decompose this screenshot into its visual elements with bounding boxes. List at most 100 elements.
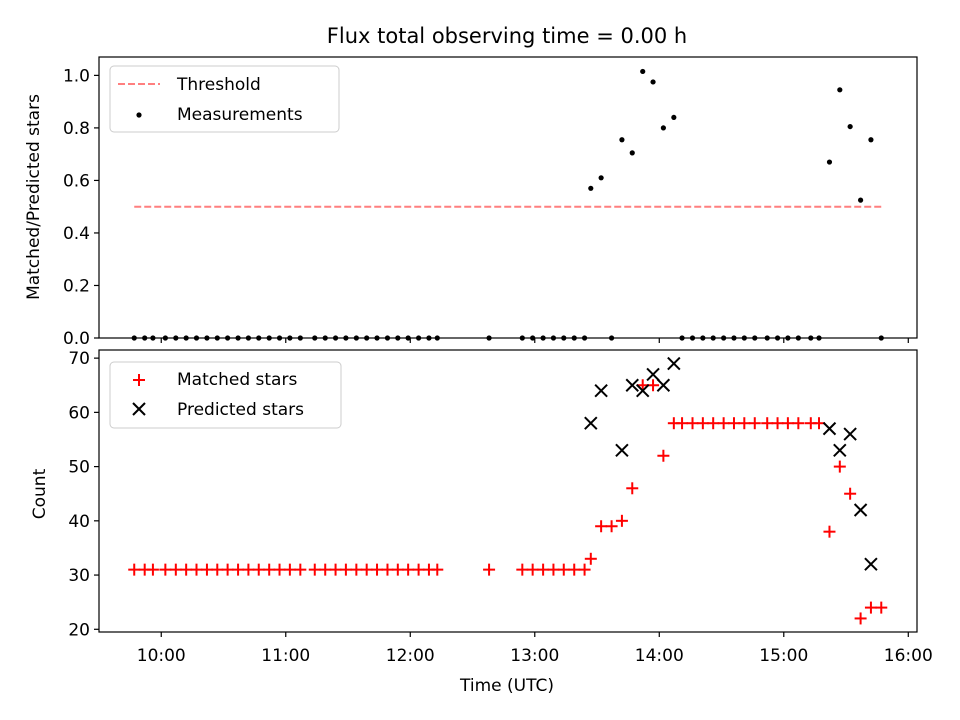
measurement-point <box>857 197 864 203</box>
matched-star-point <box>128 563 141 576</box>
matched-star-point <box>615 514 628 527</box>
matched-star-point <box>578 563 591 576</box>
matched-star-point <box>584 552 597 565</box>
matched-star-point <box>636 379 649 392</box>
matched-star-point <box>537 563 550 576</box>
predicted-star-point <box>625 378 639 392</box>
predicted-legend-marker <box>132 402 146 416</box>
top-panel: 0.0 0.2 0.4 0.6 0.8 1.0 Matched/Predicted sta… <box>24 56 918 349</box>
bottom-x-ticks: 10:00 11:00 12:00 13:00 14:00 15:00 16:00 <box>137 632 933 666</box>
bottom-x-tick-label: 11:00 <box>261 646 310 666</box>
matched-star-point <box>190 563 203 576</box>
bottom-y-ticks: 20 30 40 50 60 70 <box>68 349 99 640</box>
measurements-legend-marker <box>136 112 142 118</box>
measurement-point <box>671 114 677 121</box>
matched-star-point <box>568 563 581 576</box>
measurement-point <box>660 125 666 131</box>
matched-star-point <box>339 563 352 576</box>
predicted-star-point <box>667 356 681 371</box>
measurement-point <box>826 159 833 165</box>
predicted-star-point <box>833 443 847 458</box>
measurement-point <box>837 87 843 93</box>
top-legend-box <box>109 65 340 133</box>
matched-star-point <box>180 563 193 576</box>
bottom-y-axis-label: Count <box>30 468 50 519</box>
top-y-tick-label: 1.0 <box>63 66 90 86</box>
matched-star-point <box>761 417 774 430</box>
measurement-point <box>868 137 874 143</box>
matched-star-point <box>211 563 224 576</box>
matched-star-point <box>738 417 751 430</box>
matched-star-point <box>391 563 404 576</box>
matched-star-point <box>844 487 857 500</box>
predicted-star-point <box>636 383 650 398</box>
matched-star-point <box>547 563 560 576</box>
matched-star-point <box>833 460 846 473</box>
matched-star-point <box>308 563 321 576</box>
matched-star-point <box>823 525 836 538</box>
predicted-legend-label: Predicted stars <box>177 400 304 420</box>
matched-star-point <box>864 601 877 614</box>
bottom-x-axis-label: Time (UTC) <box>459 676 554 696</box>
matched-star-point <box>329 563 342 576</box>
matched-legend-label: Matched stars <box>177 370 297 390</box>
bottom-y-tick-label: 50 <box>68 458 90 478</box>
matched-star-point <box>350 563 363 576</box>
matched-star-point <box>146 563 159 576</box>
matched-star-point <box>717 417 730 430</box>
matched-star-point <box>483 563 496 576</box>
matched-star-point <box>402 563 415 576</box>
top-y-axis-label: Matched/Predicted stars <box>24 94 44 300</box>
bottom-legend: Matched stars Predicted stars <box>109 361 342 429</box>
threshold-legend-label: Threshold <box>176 75 261 95</box>
matched-star-point <box>781 417 794 430</box>
matched-star-point <box>252 563 265 576</box>
matched-star-point <box>771 417 784 430</box>
matched-star-point <box>360 563 373 576</box>
matched-star-point <box>263 563 276 576</box>
measurement-point <box>619 137 625 143</box>
matched-star-point <box>169 563 182 576</box>
matched-star-point <box>626 482 639 495</box>
matched-star-point <box>381 563 394 576</box>
matched-star-point <box>686 417 699 430</box>
matched-star-point <box>242 563 255 576</box>
bottom-x-tick-label: 14:00 <box>635 646 684 666</box>
bottom-x-tick-label: 16:00 <box>884 646 933 666</box>
measurement-point <box>847 123 853 130</box>
matched-star-point <box>696 417 709 430</box>
matched-star-point <box>371 563 384 576</box>
matched-star-point <box>516 563 529 576</box>
measurement-point <box>629 150 635 156</box>
matched-star-point <box>294 563 307 576</box>
matched-star-point <box>792 417 805 430</box>
top-y-tick-label: 0.0 <box>63 329 90 349</box>
matched-star-point <box>748 417 761 430</box>
predicted-star-point <box>594 383 608 398</box>
matched-star-point <box>657 449 670 462</box>
matched-star-point <box>557 563 570 576</box>
matched-star-point <box>200 563 213 576</box>
matched-star-point <box>412 563 425 576</box>
predicted-star-point <box>615 443 629 458</box>
top-y-ticks: 0.0 0.2 0.4 0.6 0.8 1.0 <box>63 66 99 349</box>
predicted-star-point <box>646 367 660 382</box>
matched-star-point <box>273 563 286 576</box>
bottom-y-tick-label: 20 <box>68 620 90 640</box>
matched-star-point <box>319 563 332 576</box>
top-y-tick-label: 0.6 <box>63 171 90 191</box>
bottom-y-tick-label: 70 <box>68 349 90 369</box>
measurement-point <box>598 175 604 181</box>
bottom-y-tick-label: 30 <box>68 566 90 586</box>
top-legend: Threshold Measurements <box>109 65 340 133</box>
top-axes-frame <box>98 56 918 339</box>
bottom-y-tick-label: 40 <box>68 512 90 532</box>
bottom-plot-area <box>128 356 888 625</box>
matched-star-point <box>232 563 245 576</box>
top-plot-area <box>131 68 884 341</box>
matched-star-point <box>595 520 608 533</box>
bottom-x-tick-label: 10:00 <box>137 646 186 666</box>
bottom-x-tick-label: 15:00 <box>759 646 808 666</box>
chart-title: Flux total observing time = 0.00 h <box>327 24 687 48</box>
